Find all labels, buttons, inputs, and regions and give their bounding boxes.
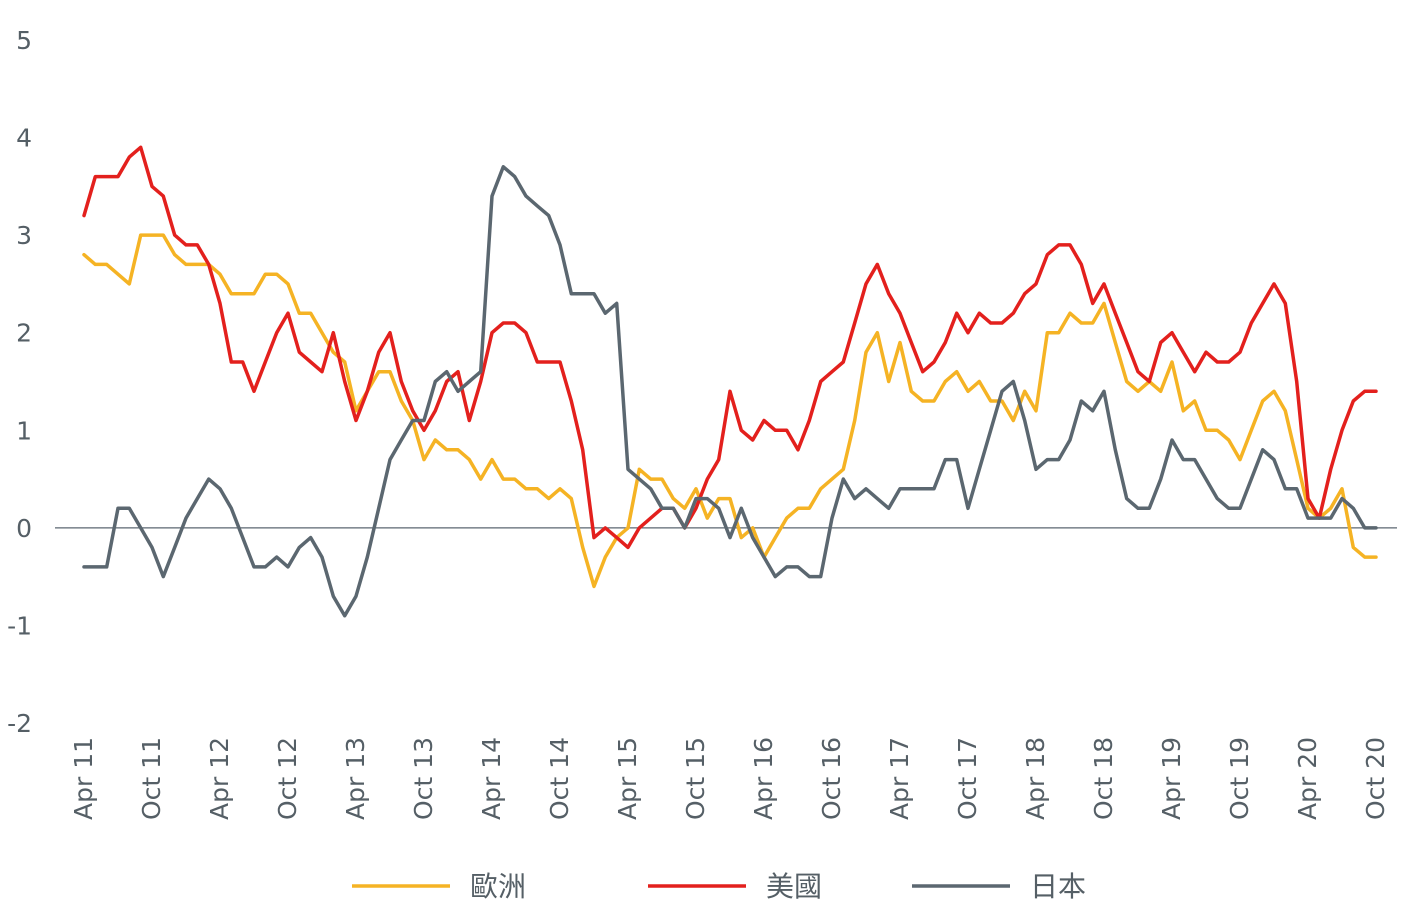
legend-label: 日本 (1030, 870, 1086, 903)
x-tick-label: Oct 19 (1225, 737, 1254, 820)
legend-label: 歐洲 (470, 870, 526, 903)
y-tick-label: -1 (7, 611, 32, 640)
x-tick-label: Oct 16 (817, 737, 846, 820)
y-tick-label: 3 (16, 221, 32, 250)
x-tick-label: Apr 17 (885, 737, 914, 820)
x-tick-label: Apr 19 (1157, 737, 1186, 820)
x-axis: Apr 11 Oct 11 Apr 12 Oct 12 Apr 13 Oct 13 Apr … (69, 737, 1390, 820)
x-tick-label: Oct 17 (953, 737, 982, 820)
y-tick-label: -2 (7, 709, 32, 738)
series-line-1 (82, 233, 1378, 589)
x-tick-label: Oct 13 (409, 737, 438, 820)
x-tick-label: Apr 20 (1293, 737, 1322, 820)
x-tick-label: Oct 11 (137, 737, 166, 820)
series-group (82, 145, 1378, 618)
x-tick-label: Oct 20 (1361, 737, 1390, 820)
x-tick-label: Apr 16 (749, 737, 778, 820)
x-tick-label: Apr 14 (477, 737, 506, 820)
x-tick-label: Oct 18 (1089, 737, 1118, 820)
x-tick-label: Oct 14 (545, 737, 574, 820)
y-axis: 5 4 3 2 1 0 -1 -2 (7, 26, 32, 738)
y-tick-label: 5 (16, 26, 32, 55)
series-line-2 (82, 145, 1378, 550)
y-tick-label: 4 (16, 124, 32, 153)
y-tick-label: 2 (16, 319, 32, 348)
x-tick-label: Apr 15 (613, 737, 642, 820)
legend: 歐洲 美國 日本 (352, 870, 1086, 903)
x-tick-label: Oct 12 (273, 737, 302, 820)
series-line-3 (82, 165, 1378, 618)
x-tick-label: Apr 13 (341, 737, 370, 820)
legend-label: 美國 (766, 870, 822, 903)
x-tick-label: Oct 15 (681, 737, 710, 820)
x-tick-label: Apr 11 (69, 737, 98, 820)
x-tick-label: Apr 18 (1021, 737, 1050, 820)
x-tick-label: Apr 12 (205, 737, 234, 820)
y-tick-label: 0 (16, 514, 32, 543)
y-tick-label: 1 (16, 416, 32, 445)
